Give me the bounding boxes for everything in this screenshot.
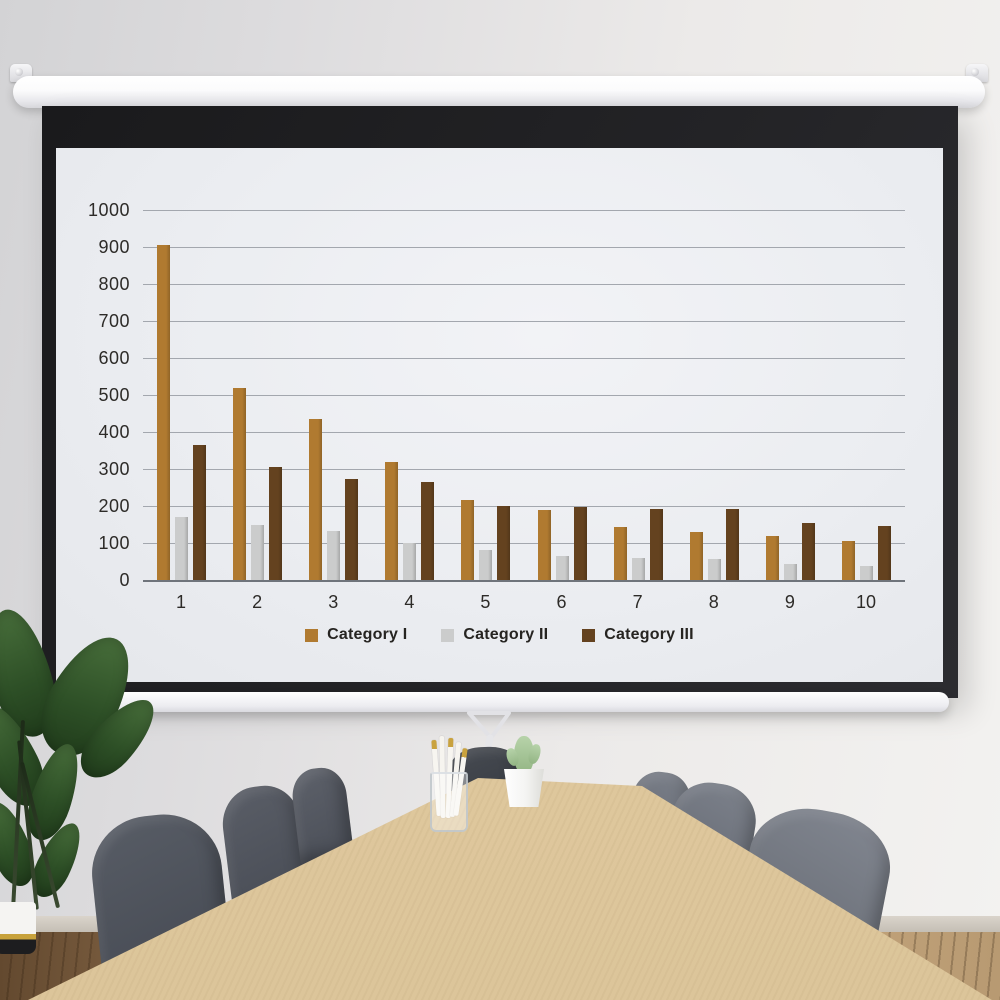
y-axis-tick-label: 400 — [98, 422, 130, 442]
legend-item: Category II — [441, 626, 548, 644]
bar-category-iii-cat10 — [878, 525, 891, 580]
bar-category-i-cat4 — [385, 462, 399, 580]
bar-category-ii-cat6 — [555, 555, 569, 580]
legend-swatch — [305, 628, 319, 642]
bar-category-ii-cat8 — [707, 558, 721, 580]
cactus-plant — [514, 736, 534, 774]
bracket-screw — [971, 68, 979, 76]
bar-category-iii-cat6 — [573, 507, 587, 580]
bar-category-i-cat10 — [842, 540, 855, 580]
y-axis-tick-label: 600 — [98, 348, 130, 368]
y-axis-tick-label: 0 — [119, 570, 130, 590]
y-axis-tick-label: 100 — [98, 533, 130, 553]
x-axis-label: 1 — [175, 592, 186, 612]
x-axis-label: 9 — [784, 592, 795, 612]
bar-category-ii-cat2 — [251, 524, 265, 580]
projection-screen: 0 100 200 300 400 500 600 700 800 900 1000 1 2 3 4 5 6 7 8… — [42, 106, 958, 698]
legend-swatch — [441, 628, 455, 642]
bar-category-ii-cat4 — [403, 543, 417, 580]
gridline — [143, 506, 905, 507]
bar-category-i-cat2 — [233, 387, 247, 580]
bar-category-ii-cat10 — [860, 566, 873, 580]
legend-item: Category I — [305, 626, 407, 644]
legend-label: Category II — [463, 626, 549, 643]
x-axis-label: 8 — [708, 592, 719, 612]
bar-category-i-cat9 — [765, 535, 779, 580]
gridline — [143, 321, 905, 322]
bar-category-i-cat1 — [157, 245, 170, 580]
y-axis-tick-label: 800 — [98, 274, 130, 294]
gridline — [143, 432, 905, 433]
legend: Category I Category II Category III — [56, 626, 943, 644]
bracket-screw — [15, 68, 23, 76]
x-axis-label: 5 — [480, 592, 491, 612]
cactus-pot — [504, 769, 544, 807]
x-axis-label: 10 — [855, 592, 877, 612]
screen-roller-housing — [13, 76, 985, 108]
gridline — [143, 247, 905, 248]
bar-category-ii-cat9 — [783, 564, 797, 580]
bar-category-iii-cat1 — [193, 444, 206, 580]
bar-category-iii-cat3 — [345, 478, 359, 580]
bar-category-ii-cat3 — [327, 531, 341, 580]
pencil-cup — [430, 772, 468, 832]
bar-category-ii-cat7 — [631, 557, 645, 580]
bar-category-iii-cat8 — [725, 508, 739, 580]
bar-category-iii-cat9 — [801, 522, 815, 580]
x-axis-label: 3 — [328, 592, 339, 612]
gridline — [143, 284, 905, 285]
bar-chart: 0 100 200 300 400 500 600 700 800 900 1000 1 2 3 4 5 6 7 8… — [56, 148, 943, 682]
gridline — [143, 210, 905, 211]
y-axis-tick-label: 900 — [98, 237, 130, 257]
projection-screen-surface: 0 100 200 300 400 500 600 700 800 900 1000 1 2 3 4 5 6 7 8… — [56, 148, 943, 682]
bar-category-i-cat3 — [309, 418, 323, 580]
bar-category-iii-cat7 — [649, 508, 663, 580]
legend-label: Category I — [327, 626, 408, 643]
legend-item: Category III — [582, 626, 694, 644]
legend-swatch — [582, 628, 596, 642]
gridline — [143, 469, 905, 470]
bar-category-iii-cat5 — [497, 506, 511, 580]
bar-category-ii-cat1 — [175, 517, 188, 580]
bar-category-i-cat7 — [613, 527, 627, 580]
y-axis-tick-label: 200 — [98, 496, 130, 516]
x-axis-label: 2 — [252, 592, 263, 612]
y-axis-tick-label: 300 — [98, 459, 130, 479]
bar-category-iii-cat4 — [421, 481, 435, 580]
plant-pot — [0, 902, 36, 954]
x-axis-label: 7 — [632, 592, 643, 612]
gridline — [143, 358, 905, 359]
gridline — [143, 543, 905, 544]
x-axis-line — [143, 580, 905, 582]
legend-label: Category III — [604, 626, 694, 643]
y-axis-tick-label: 500 — [98, 385, 130, 405]
y-axis-tick-label: 1000 — [87, 200, 130, 220]
x-axis-label: 4 — [404, 592, 415, 612]
bar-category-i-cat8 — [689, 531, 703, 580]
bar-category-i-cat5 — [461, 500, 475, 580]
bar-category-ii-cat5 — [479, 550, 493, 580]
x-axis-label: 6 — [556, 592, 567, 612]
bar-category-iii-cat2 — [269, 467, 283, 580]
gridline — [143, 395, 905, 396]
bar-category-i-cat6 — [537, 510, 551, 580]
screen-weight-bar — [83, 692, 949, 712]
y-axis-tick-label: 700 — [98, 311, 130, 331]
